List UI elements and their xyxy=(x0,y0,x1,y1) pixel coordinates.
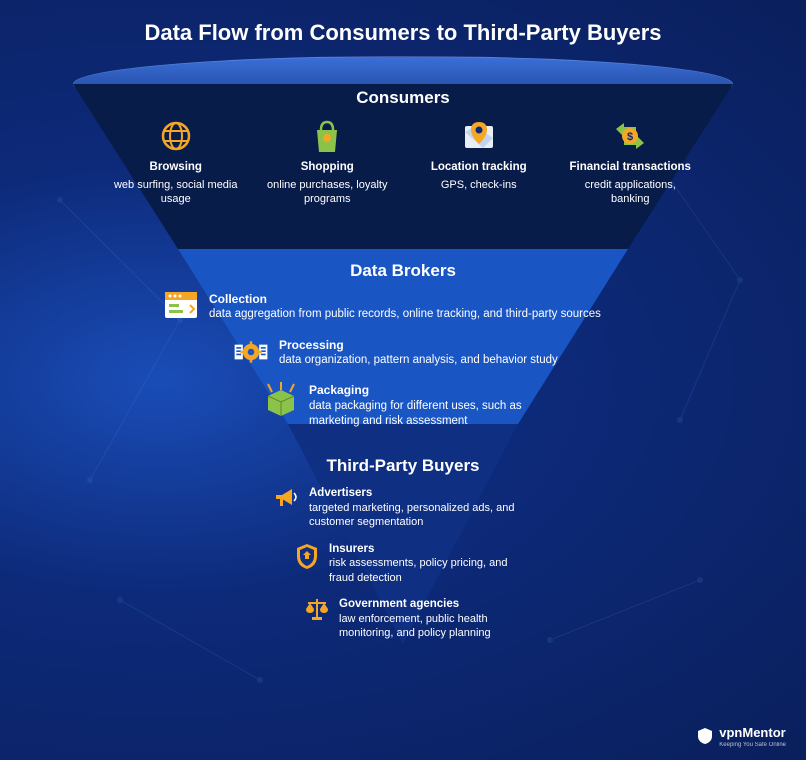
section-consumers: Consumers Browsing web surfing, social m… xyxy=(73,88,733,207)
box-icon xyxy=(263,382,299,416)
consumer-desc: web surfing, social media usage xyxy=(114,179,238,206)
broker-label: Packaging xyxy=(309,382,573,398)
consumer-desc: credit applications, banking xyxy=(585,179,676,206)
buyers-title: Third-Party Buyers xyxy=(73,456,733,476)
svg-text:$: $ xyxy=(627,131,633,143)
consumer-item-financial: $ Financial transactions credit applicat… xyxy=(568,118,694,207)
brand-name: vpnMentor xyxy=(719,725,785,740)
page-title: Data Flow from Consumers to Third-Party … xyxy=(0,0,806,56)
logo-shield-icon xyxy=(697,727,713,745)
consumer-label: Financial transactions xyxy=(568,160,694,176)
consumers-title: Consumers xyxy=(73,88,733,108)
shield-icon xyxy=(293,542,321,570)
broker-item-collection: Collectiondata aggregation from public r… xyxy=(163,291,643,323)
bag-icon xyxy=(265,118,391,154)
section-brokers: Data Brokers Collectiondata aggregation … xyxy=(73,261,733,444)
broker-desc: data organization, pattern analysis, and… xyxy=(279,354,558,366)
broker-label: Processing xyxy=(279,337,558,353)
globe-icon xyxy=(113,118,239,154)
broker-item-processing: Processingdata organization, pattern ana… xyxy=(203,337,603,369)
consumer-item-browsing: Browsing web surfing, social media usage xyxy=(113,118,239,207)
buyer-desc: targeted marketing, personalized ads, an… xyxy=(309,502,514,528)
broker-item-packaging: Packaging data packaging for different us… xyxy=(233,382,573,429)
broker-desc: data aggregation from public records, on… xyxy=(209,308,601,320)
pin-icon xyxy=(416,118,542,154)
brand-logo: vpnMentor Keeping You Safe Online xyxy=(697,724,786,748)
brokers-title: Data Brokers xyxy=(73,261,733,281)
gear-icon xyxy=(233,337,269,367)
buyer-item-government: Government agencieslaw enforcement, publ… xyxy=(303,597,503,641)
buyer-label: Advertisers xyxy=(309,486,533,501)
buyer-desc: risk assessments, policy pricing, and fr… xyxy=(329,557,508,583)
buyer-label: Government agencies xyxy=(339,597,503,612)
broker-desc: data packaging for different uses, such … xyxy=(309,400,522,428)
broker-label: Collection xyxy=(209,291,601,307)
dollar-icon: $ xyxy=(568,118,694,154)
section-buyers: Third-Party Buyers Advertiserstargeted m… xyxy=(73,456,733,653)
brand-tagline: Keeping You Safe Online xyxy=(719,742,786,748)
consumer-label: Location tracking xyxy=(416,160,542,176)
buyer-item-advertisers: Advertiserstargeted marketing, personali… xyxy=(273,486,533,530)
megaphone-icon xyxy=(273,486,301,510)
buyer-item-insurers: Insurersrisk assessments, policy pricing… xyxy=(293,542,513,586)
consumer-desc: GPS, check-ins xyxy=(441,179,517,191)
buyer-label: Insurers xyxy=(329,542,513,557)
consumer-label: Browsing xyxy=(113,160,239,176)
consumer-item-shopping: Shopping online purchases, loyalty progr… xyxy=(265,118,391,207)
buyer-desc: law enforcement, public health monitorin… xyxy=(339,613,491,639)
consumer-desc: online purchases, loyalty programs xyxy=(267,179,387,206)
funnel-diagram: Consumers Browsing web surfing, social m… xyxy=(73,56,733,676)
scales-icon xyxy=(303,597,331,621)
consumer-label: Shopping xyxy=(265,160,391,176)
consumer-item-location: Location tracking GPS, check-ins xyxy=(416,118,542,207)
window-icon xyxy=(163,291,199,319)
